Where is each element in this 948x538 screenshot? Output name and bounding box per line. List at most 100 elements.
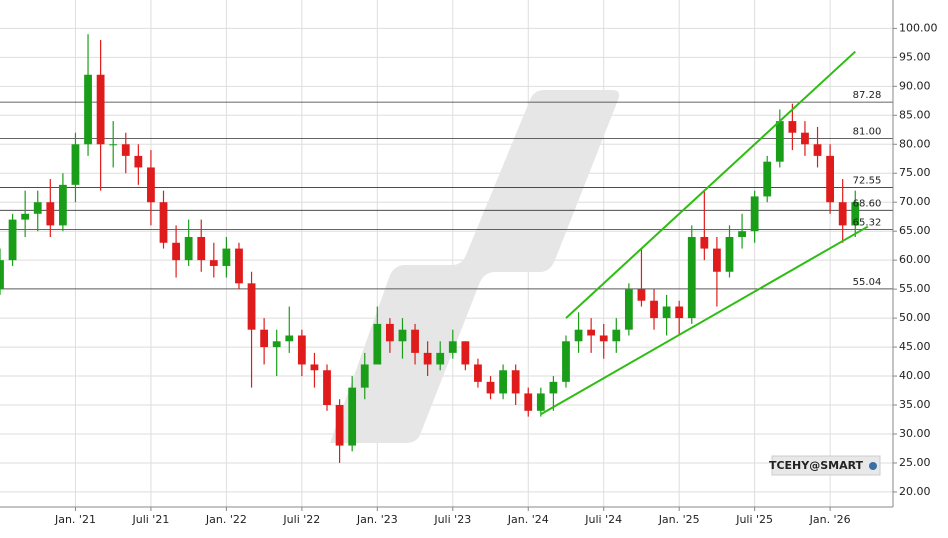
candle-body	[700, 236, 709, 249]
candle-body	[297, 335, 306, 365]
candle-body	[662, 306, 671, 319]
y-tick-label: 20.00	[899, 485, 931, 498]
level-label: 72.55	[853, 175, 882, 186]
candle-body	[209, 260, 218, 266]
y-tick-label: 70.00	[899, 195, 931, 208]
y-tick-label: 45.00	[899, 340, 931, 353]
candle-body	[58, 184, 67, 226]
y-tick-label: 85.00	[899, 108, 931, 121]
candle-body	[574, 329, 583, 342]
level-label: 65.32	[853, 217, 882, 228]
candle-body	[84, 74, 92, 145]
candle-body	[599, 335, 608, 342]
candle-body	[285, 335, 294, 342]
x-tick-label: Juli '24	[584, 513, 622, 526]
trend-line	[565, 50, 856, 319]
candle-body	[247, 283, 256, 330]
candle-body	[272, 341, 281, 348]
candle-body	[386, 323, 394, 342]
y-tick-label: 35.00	[899, 398, 931, 411]
candle-body	[826, 155, 835, 203]
y-tick-label: 75.00	[899, 166, 931, 179]
y-tick-label: 55.00	[899, 282, 931, 295]
candle-body	[33, 202, 42, 214]
candle-body	[323, 370, 331, 406]
candle-body	[851, 202, 860, 226]
candle-body	[536, 393, 545, 411]
candle-body	[499, 370, 507, 394]
axes: 20.00 25.00 30.00 35.00 40.00 45.00 50.00 55.00…	[54, 21, 938, 526]
y-tick-label: 40.00	[899, 369, 931, 382]
symbol-icon	[869, 462, 877, 470]
x-tick-label: Juli '23	[433, 513, 471, 526]
candle-body	[713, 248, 721, 272]
candle-body	[71, 144, 80, 185]
candle-body	[587, 329, 596, 336]
candle-body	[486, 381, 495, 394]
candle-body	[801, 132, 809, 145]
candle-body	[675, 306, 684, 319]
x-tick-label: Juli '21	[131, 513, 169, 526]
candle-body	[524, 393, 533, 411]
candle-body	[511, 370, 520, 394]
candle-body	[172, 242, 180, 261]
candle-body	[235, 248, 243, 284]
candle-body	[562, 341, 570, 382]
candle-body	[763, 161, 772, 197]
candle-body	[260, 329, 269, 348]
candle-body	[8, 219, 17, 261]
symbol-label: TCEHY@SMART	[769, 459, 864, 472]
y-tick-label: 60.00	[899, 253, 931, 266]
candle-body	[121, 144, 130, 156]
candle-body	[423, 352, 432, 365]
x-tick-label: Jan. '21	[54, 513, 96, 526]
y-tick-label: 95.00	[899, 50, 931, 63]
trend-line	[540, 225, 869, 416]
level-label: 68.60	[853, 198, 882, 209]
y-tick-label: 90.00	[899, 79, 931, 92]
candle-body	[813, 144, 822, 156]
y-tick-label: 100.00	[899, 21, 938, 34]
candle-body	[775, 121, 784, 162]
candle-body	[474, 364, 482, 382]
candle-body	[788, 121, 797, 133]
candle-body	[650, 300, 658, 319]
candle-body	[335, 405, 344, 446]
candle-body	[159, 202, 168, 243]
candle-body	[637, 289, 646, 301]
level-label: 87.28	[853, 90, 882, 101]
candle-body	[549, 381, 558, 394]
candle-body	[134, 155, 143, 168]
candle-body	[184, 236, 193, 261]
candle-body	[687, 236, 696, 319]
candle-body	[838, 202, 847, 226]
candle-body	[21, 213, 30, 220]
x-tick-label: Juli '25	[735, 513, 773, 526]
level-label: 55.04	[853, 277, 882, 288]
candle-body	[461, 341, 470, 365]
x-tick-label: Jan. '23	[356, 513, 398, 526]
y-tick-label: 65.00	[899, 224, 931, 237]
x-tick-label: Jan. '24	[507, 513, 549, 526]
candle-body	[373, 323, 382, 365]
candle-body	[750, 196, 759, 232]
candle-body	[109, 144, 118, 146]
y-tick-label: 50.00	[899, 311, 931, 324]
candle-body	[448, 341, 457, 353]
x-tick-label: Jan. '25	[658, 513, 700, 526]
candle-body	[436, 352, 445, 365]
candle-body	[411, 329, 419, 353]
candle-body	[725, 236, 734, 272]
candle-body	[612, 329, 621, 342]
candle-body	[360, 364, 369, 388]
candle-body	[348, 387, 357, 446]
y-tick-label: 30.00	[899, 427, 931, 440]
candle-body	[96, 74, 105, 145]
y-tick-label: 80.00	[899, 137, 931, 150]
candle-body	[46, 202, 55, 226]
candle-body	[398, 329, 407, 342]
x-tick-label: Jan. '26	[809, 513, 851, 526]
candle-body	[222, 248, 231, 266]
candle-body	[147, 167, 155, 203]
